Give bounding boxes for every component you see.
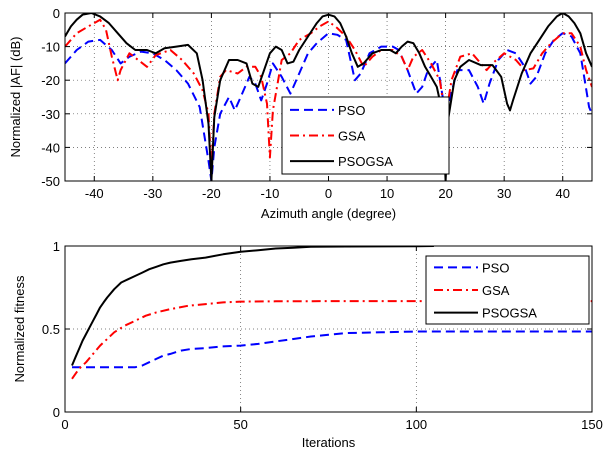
y-tick-label: 0.5 <box>42 322 60 337</box>
chart-2: 0 50 100 150 0 0.5 1 Iterations Normalized fitne… <box>12 239 603 450</box>
y-axis-label: Normalized fitness <box>12 275 27 382</box>
legend-label: PSOGSA <box>482 306 537 321</box>
x-tick-label: 0 <box>61 417 68 432</box>
y-axis-label: Normalized |AF| (dB) <box>8 37 23 158</box>
y-tick-label: -50 <box>41 174 60 189</box>
legend-label: PSO <box>338 103 365 118</box>
legend-label: GSA <box>482 283 510 298</box>
y-tick-label: 0 <box>53 6 60 21</box>
x-tick-label: 50 <box>233 417 247 432</box>
x-tick-label: -30 <box>143 186 162 201</box>
legend-label: PSO <box>482 260 509 275</box>
series-line-pso <box>72 330 592 369</box>
y-tick-label: 0 <box>53 405 60 420</box>
y-tick-label: -10 <box>41 40 60 55</box>
legend-label: GSA <box>338 129 366 144</box>
y-tick-label: -40 <box>41 140 60 155</box>
x-tick-label: -40 <box>85 186 104 201</box>
series-group <box>65 13 592 181</box>
legend-label: PSOGSA <box>338 154 393 169</box>
series-line-psogsa <box>71 246 434 366</box>
ticks <box>65 12 592 182</box>
series-line-psogsa <box>65 13 592 181</box>
x-tick-label: 150 <box>581 417 603 432</box>
series-group <box>71 246 592 380</box>
y-tick-label: -20 <box>41 73 60 88</box>
x-tick-label: 30 <box>497 186 511 201</box>
series-line-pso <box>65 32 592 181</box>
y-tick-label: -30 <box>41 107 60 122</box>
x-tick-label: 100 <box>405 417 427 432</box>
x-tick-label: 20 <box>438 186 452 201</box>
x-tick-label: 0 <box>325 186 332 201</box>
series-line-gsa <box>71 300 592 380</box>
ticks <box>64 245 593 413</box>
y-tick-label: 1 <box>53 239 60 254</box>
x-axis-label: Azimuth angle (degree) <box>261 206 396 221</box>
x-tick-label: 40 <box>555 186 569 201</box>
x-axis-label: Iterations <box>302 435 356 450</box>
x-tick-label: -10 <box>261 186 280 201</box>
chart-1: -40 -30 -20 -10 0 10 20 30 40 0 -10 -20 -30 -40 -50 Azi… <box>8 6 593 221</box>
x-tick-label: -20 <box>202 186 221 201</box>
x-tick-label: 10 <box>380 186 394 201</box>
